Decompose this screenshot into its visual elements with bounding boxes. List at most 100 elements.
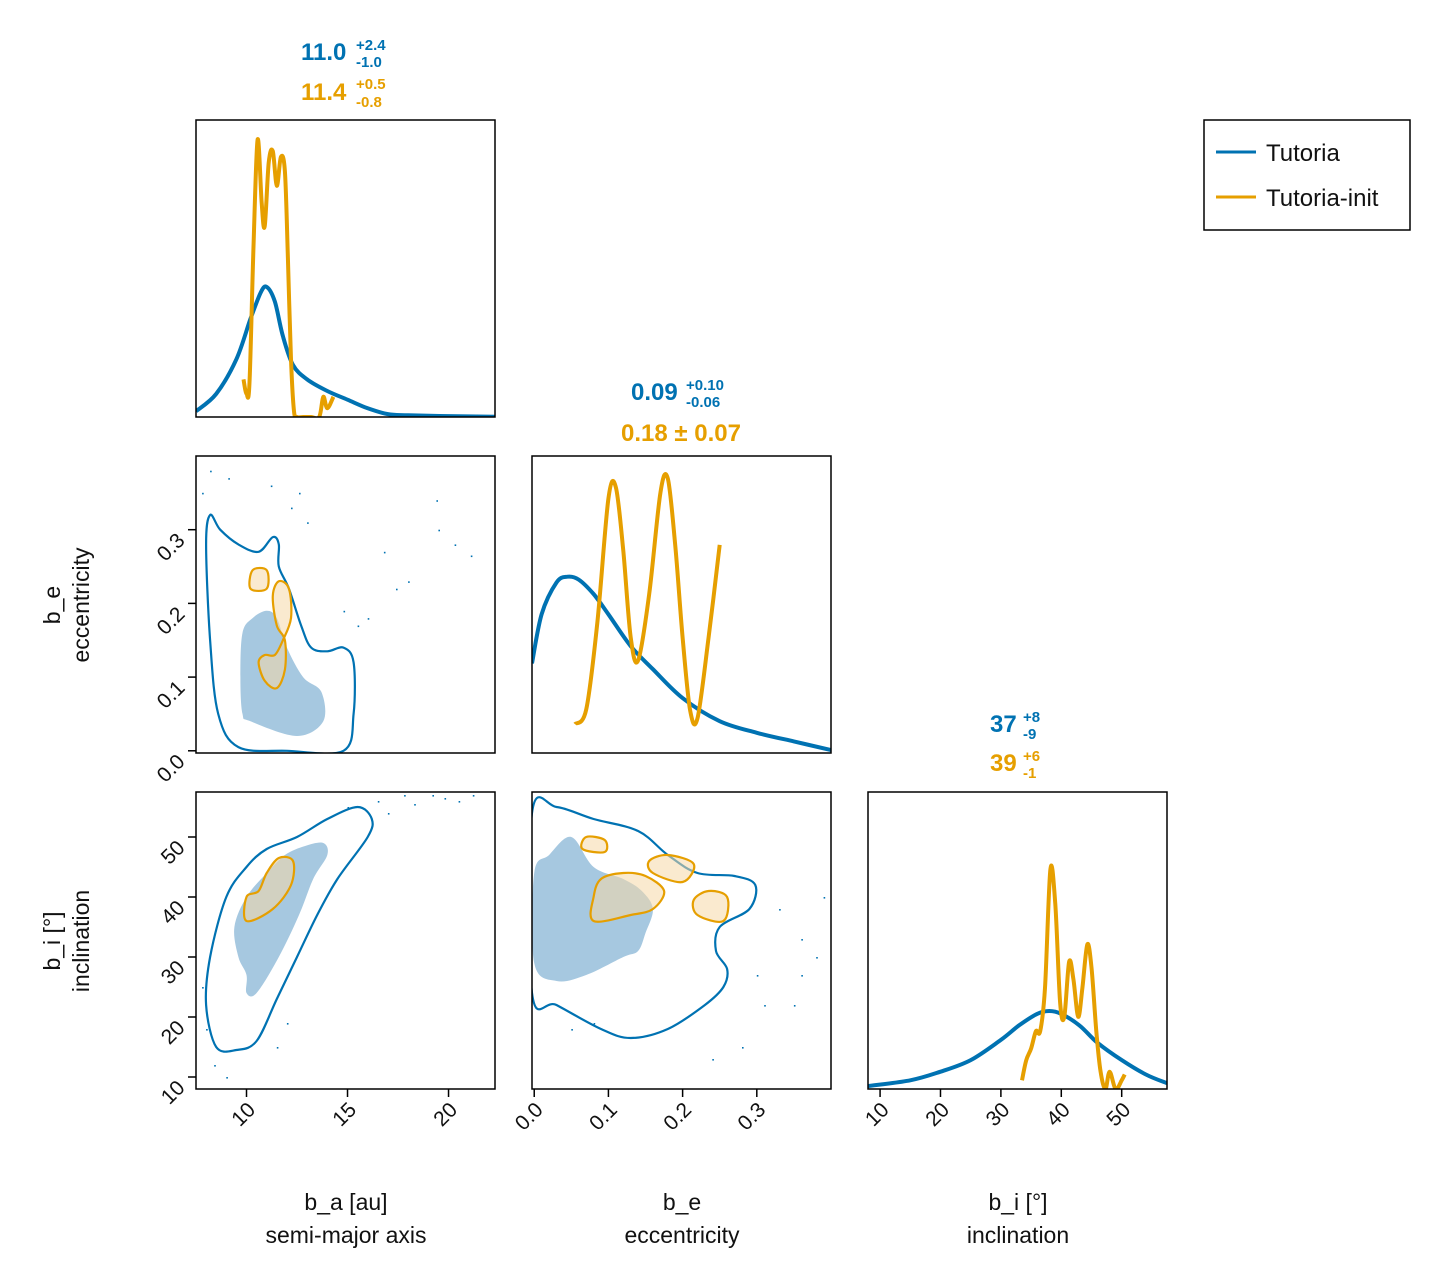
summary-b-i-tutoria-plus: +8 — [1023, 709, 1040, 726]
x-label-b-e-desc: eccentricity — [624, 1222, 740, 1248]
x-tick-label-b_a: 20 — [429, 1098, 462, 1131]
scatter-point — [801, 975, 803, 977]
scatter-point — [472, 795, 475, 797]
summary-b-i-init-minus: -1 — [1023, 765, 1036, 782]
contour-b_a-b_i-tutoria-0 — [234, 842, 328, 997]
scatter-point — [226, 1077, 228, 1079]
scatter-point — [202, 987, 204, 989]
x-tick-label-b_e: 0.1 — [585, 1098, 622, 1135]
scatter-point — [436, 500, 438, 502]
scatter-point — [414, 804, 416, 806]
x-tick-label-b_a: 15 — [328, 1098, 361, 1131]
y-label-b-i-desc: inclination — [68, 890, 94, 992]
scatter-point — [299, 492, 301, 495]
x-tick-label-b_i: 30 — [982, 1098, 1015, 1131]
scatter-point — [470, 555, 473, 558]
scatter-point — [593, 1023, 596, 1025]
summary-b-a-init-plus: +0.5 — [356, 76, 386, 93]
scatter-point — [343, 610, 346, 613]
scatter-point — [793, 1005, 796, 1007]
legend-box — [1203, 119, 1411, 231]
summary-b-a-init-minus: -0.8 — [356, 94, 382, 111]
scatter-point — [214, 1065, 216, 1067]
contour-b_a-b_i-tutoria-1 — [204, 805, 374, 1053]
summary-b-e-tutoria-plus: +0.10 — [686, 377, 724, 394]
scatter-point — [742, 1047, 744, 1049]
legend-label-tutoria: Tutoria — [1266, 140, 1340, 167]
scatter-point — [454, 544, 457, 546]
summary-b-i-init: 39 — [990, 750, 1017, 777]
scatter-point — [228, 478, 230, 480]
summary-b-i-tutoria-minus: -9 — [1023, 726, 1036, 743]
summary-b-e-tutoria-minus: -0.06 — [686, 394, 720, 411]
scatter-point — [307, 522, 309, 524]
scatter-point — [438, 529, 440, 532]
scatter-point — [387, 813, 390, 815]
x-tick-label-b_e: 0.2 — [659, 1098, 696, 1135]
panel-frame-b_a — [195, 119, 496, 418]
scatter-point — [779, 909, 781, 911]
summary-b-a-tutoria-minus: -1.0 — [356, 54, 382, 71]
scatter-point — [458, 801, 461, 803]
x-tick-label-b_i: 20 — [921, 1098, 954, 1131]
summary-b-e-init: 0.18 ± 0.07 — [621, 420, 741, 447]
scatter-point — [801, 939, 803, 941]
marginal-curve-b_e-tutoria-init — [573, 472, 722, 727]
scatter-point — [377, 801, 380, 803]
legend: Tutoria Tutoria-init — [1203, 119, 1411, 231]
x-tick-label-b_i: 10 — [861, 1098, 894, 1131]
contour-b_e-b_i-tutoria-init-3 — [646, 853, 696, 884]
scatter-point — [357, 625, 360, 628]
marginal-curve-b_i-tutoria — [868, 1008, 1167, 1089]
x-tick-label-b_i: 50 — [1102, 1098, 1135, 1131]
scatter-point — [276, 1047, 279, 1049]
scatter-point — [408, 581, 410, 583]
scatter-point — [206, 1029, 208, 1031]
x-label-b-i-desc: inclination — [967, 1222, 1069, 1248]
scatter-point — [396, 588, 398, 591]
scatter-point — [764, 1005, 766, 1007]
x-tick-label-b_e: 0.3 — [733, 1098, 770, 1135]
marginal-curve-b_a-tutoria — [196, 284, 495, 417]
marginal-curve-b_e-tutoria — [532, 574, 831, 753]
marginal-curve-b_a-tutoria-init — [241, 137, 336, 417]
y-tick-label-b_e: 0.0 — [153, 750, 190, 787]
contour-b_a-b_e-tutoria-1 — [204, 513, 356, 753]
summary-b-e-tutoria: 0.09 — [631, 379, 678, 406]
scatter-point — [291, 507, 293, 510]
scatter-point — [210, 470, 212, 473]
summary-b-i-tutoria: 37 — [990, 711, 1017, 738]
panel-frame-b_e — [531, 455, 832, 754]
x-tick-label-b_i: 40 — [1042, 1098, 1075, 1131]
contour-b_e-b_i-tutoria-init-4 — [691, 889, 730, 923]
panel-frame-b_a-b_e — [195, 455, 496, 754]
panel-frame-b_e-b_i — [531, 791, 832, 1090]
summary-b-a-init: 11.4 — [301, 79, 347, 106]
x-tick-label-b_a: 10 — [227, 1098, 260, 1131]
scatter-point — [816, 957, 818, 959]
contour-b_a-b_e-tutoria-init-2 — [257, 579, 293, 690]
summary-b-a-tutoria-plus: +2.4 — [356, 37, 386, 54]
legend-label-tutoria-init: Tutoria-init — [1266, 185, 1379, 212]
scatter-point — [367, 618, 370, 620]
scatter-point — [383, 551, 386, 554]
scatter-point — [571, 1029, 573, 1031]
contour-b_e-b_i-tutoria-1 — [532, 796, 758, 1040]
y-tick-label-b_e: 0.1 — [153, 676, 190, 713]
x-tick-label-b_e: 0.0 — [511, 1098, 548, 1135]
x-label-b-a: b_a [au] — [304, 1189, 387, 1215]
y-tick-label-b_e: 0.2 — [153, 603, 190, 640]
contour-b_a-b_i-tutoria-init-2 — [242, 855, 296, 923]
scatter-point — [347, 807, 350, 809]
contour-b_e-b_i-tutoria-init-2 — [589, 871, 666, 923]
scatter-point — [202, 492, 204, 495]
marginal-curve-b_i-tutoria-init — [1020, 863, 1127, 1089]
x-label-b-e: b_e — [663, 1189, 701, 1215]
scatter-point — [444, 798, 447, 800]
contour-b_a-b_e-tutoria-init-3 — [248, 566, 270, 593]
y-label-b-e-desc: eccentricity — [68, 547, 94, 663]
scatter-point — [712, 1059, 714, 1061]
y-tick-label-b_i: 20 — [157, 1016, 190, 1049]
y-tick-label-b_i: 40 — [157, 896, 190, 929]
summary-b-i-init-plus: +6 — [1023, 748, 1040, 765]
